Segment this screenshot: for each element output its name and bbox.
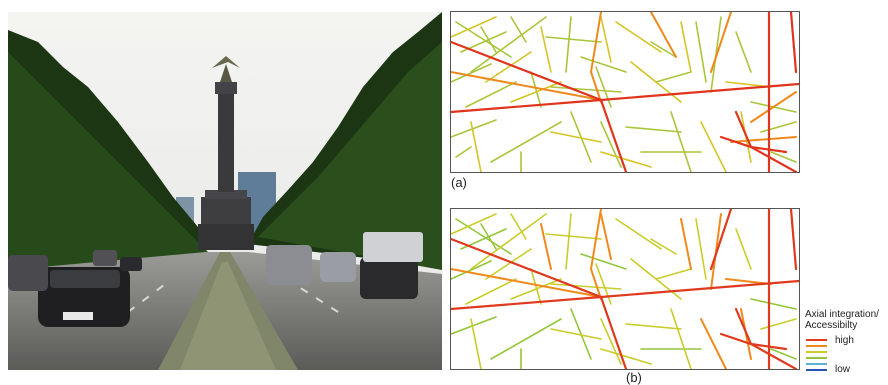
boulevard-photo [8,12,442,370]
legend-scale: high low [805,335,888,375]
caption-b: (b) [626,370,642,385]
legend-low-label: low [835,364,851,375]
legend-title: Axial integration/ Accessibilty [805,309,879,331]
boulevard-photo-illustration [8,12,442,370]
legend: Axial integration/ Accessibilty high low [805,309,888,375]
legend-line-3 [806,351,827,353]
legend-high-label: high [835,335,854,346]
legend-line-6 [806,369,827,371]
legend-line-4 [806,357,827,359]
legend-line-5 [806,363,827,365]
axial-map-a-lines [451,12,799,172]
axial-map-b [450,208,800,370]
axial-map-a [450,11,800,173]
axial-map-b-lines [451,209,799,369]
caption-a: (a) [451,175,467,190]
legend-line-1 [806,339,827,341]
legend-line-2 [806,345,827,347]
